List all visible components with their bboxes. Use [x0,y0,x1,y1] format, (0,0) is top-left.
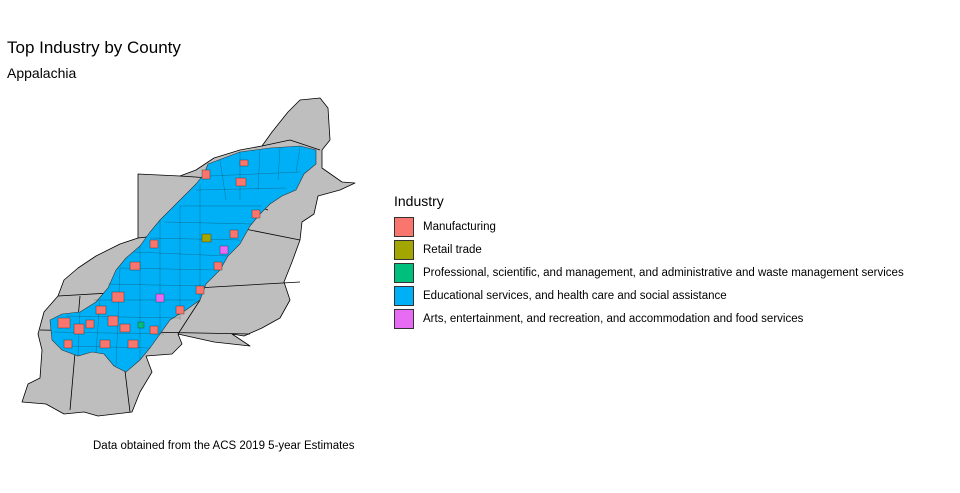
chart-subtitle: Appalachia [7,65,77,81]
legend-key-manufacturing [394,216,414,237]
legend-label: Arts, entertainment, and recreation, and… [423,312,804,325]
legend: Industry Manufacturing Retail trade Prof… [394,193,904,330]
legend-item-educational-services: Educational services, and health care an… [394,284,904,307]
legend-item-professional-services: Professional, scientific, and management… [394,261,904,284]
retail-trade-county [201,233,212,243]
manufacturing-counties [57,159,261,349]
legend-label: Manufacturing [423,220,496,233]
legend-key-retail-trade [394,239,414,260]
legend-label: Educational services, and health care an… [423,289,727,302]
arts-entertainment-county-2 [155,293,165,303]
legend-item-retail-trade: Retail trade [394,238,904,261]
legend-item-manufacturing: Manufacturing [394,215,904,238]
legend-key-arts-entertainment [394,308,414,329]
legend-item-arts-entertainment: Arts, entertainment, and recreation, and… [394,307,904,330]
arts-entertainment-county-1 [219,245,229,255]
region-educational-services [49,145,317,373]
data-source-caption: Data obtained from the ACS 2019 5-year E… [93,440,355,452]
professional-services-county [137,321,145,329]
legend-label: Professional, scientific, and management… [423,266,904,279]
legend-title: Industry [394,193,444,209]
legend-label: Retail trade [423,243,482,256]
chart-title: Top Industry by County [7,38,181,57]
legend-key-educational-services [394,285,414,306]
legend-key-professional-services [394,262,414,283]
